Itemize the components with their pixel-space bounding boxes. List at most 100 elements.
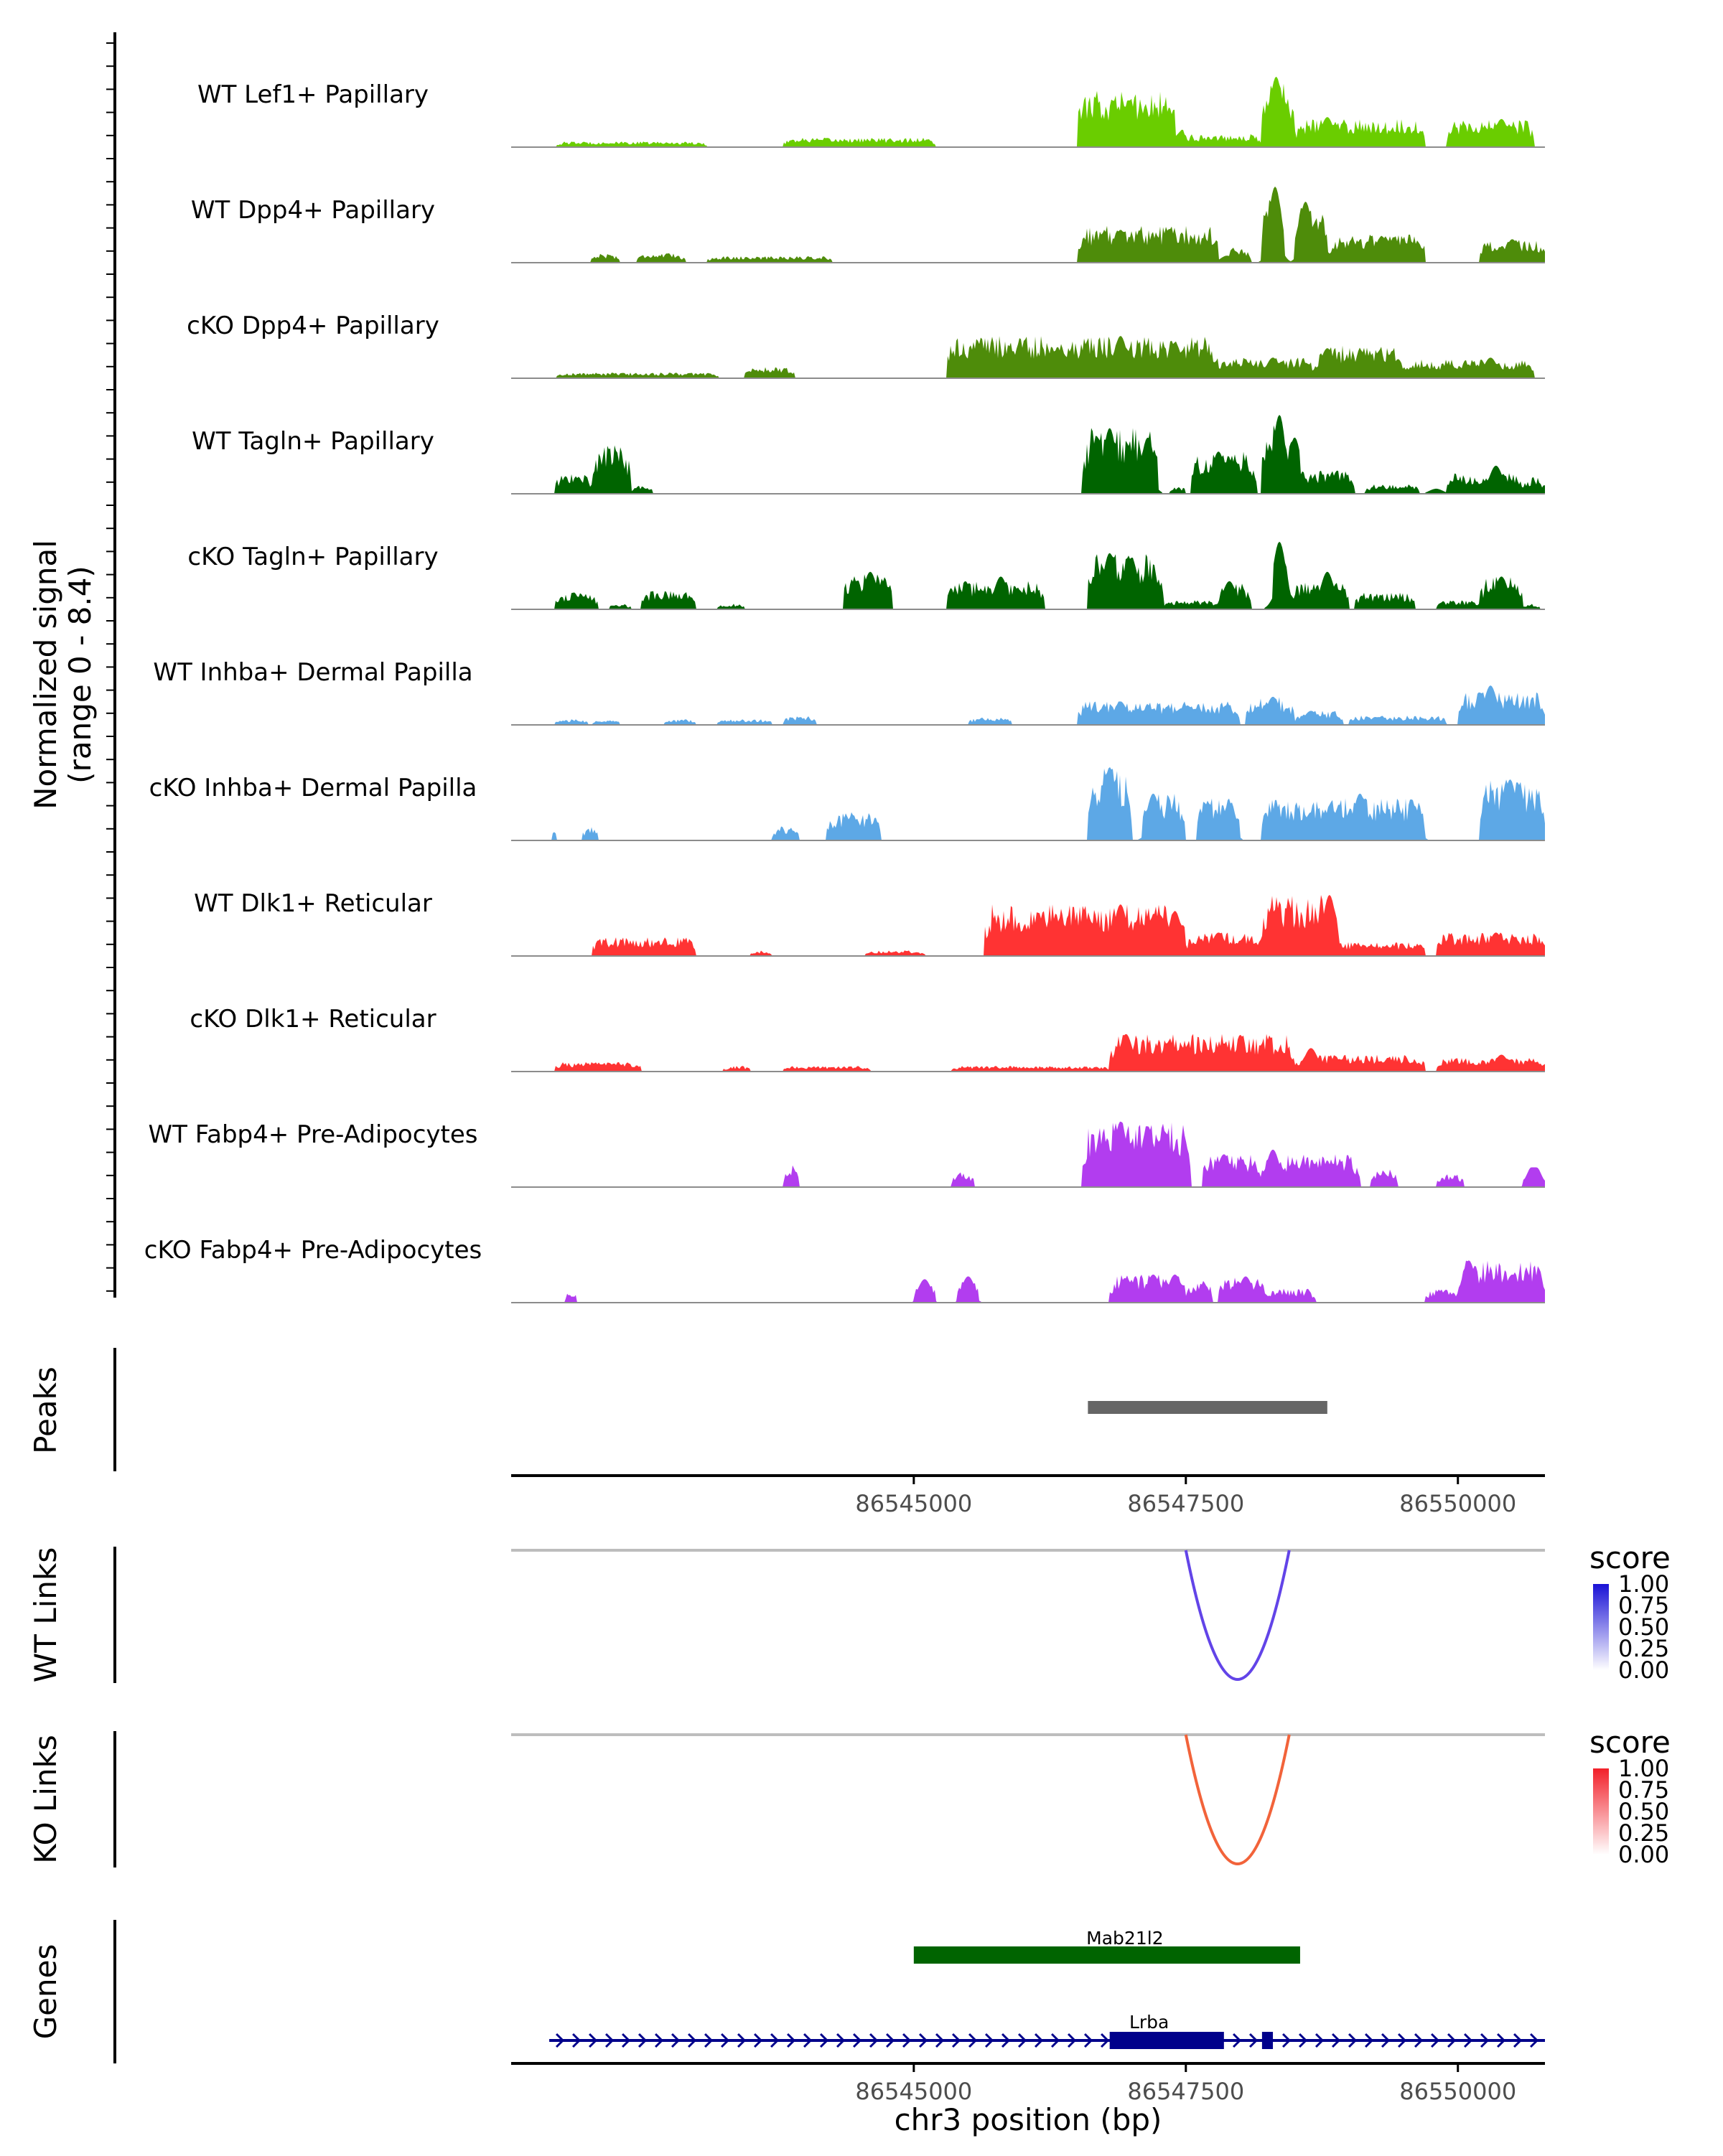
peak-segment [1088,1401,1327,1414]
gene-exon [1261,2032,1274,2049]
coverage-track-8: WT Dlk1+ Reticular [194,889,1545,957]
gene-name: Mab21l2 [1086,1928,1163,1949]
strand-arrow [1281,2033,1292,2048]
strand-arrow [918,2033,928,2048]
legend-colorbar [1593,1768,1609,1855]
strand-arrow [869,2033,879,2048]
strand-arrow [968,2033,978,2048]
link-arc [1184,1734,1291,1865]
strand-arrow [852,2033,862,2048]
strand-arrow [1496,2033,1506,2048]
coverage-area [511,767,1545,840]
gene-name: Lrba [1129,2012,1169,2033]
strand-arrow [1001,2033,1011,2048]
coverage-area [511,186,1545,263]
strand-arrow [935,2033,945,2048]
strand-arrow [770,2033,780,2048]
coverage-area [511,685,1545,725]
track-label: cKO Dpp4+ Papillary [187,311,439,340]
gene-mab21l2: Mab21l2 [913,1928,1300,1964]
x-axis-title: chr3 position (bp) [895,2102,1162,2137]
strand-arrow [1480,2033,1490,2048]
peaks-x-ticks: 86545000 86547500 86550000 [855,1476,1516,1517]
track-label: WT Dpp4+ Papillary [191,196,435,225]
coverage-area [511,76,1545,147]
legend-colorbar [1593,1584,1609,1670]
coverage-tracks: WT Lef1+ Papillary WT Dpp4+ Papillary cKO … [144,76,1545,1303]
strand-arrow [737,2033,747,2048]
legend-label: 0.00 [1618,1656,1669,1684]
x-tick-label: 86545000 [855,1490,972,1517]
genes-panel: Genes Mab21l2 Lrba 86545000 86547500 865500… [28,1920,1545,2137]
legend-label: 0.00 [1618,1841,1669,1868]
strand-arrow [786,2033,796,2048]
strand-arrow [654,2033,664,2048]
gene-lrba: Lrba [549,2012,1545,2049]
track-label: cKO Inhba+ Dermal Papilla [149,774,477,802]
track-label: cKO Dlk1+ Reticular [190,1005,436,1034]
strand-arrow [951,2033,961,2048]
legend-title: score [1589,1540,1671,1575]
peaks-panel: Peaks 86545000 86547500 86550000 [28,1348,1545,1517]
peaks-label: Peaks [28,1367,63,1454]
x-tick-label: 86547500 [1127,1490,1244,1517]
coverage-y-label-range: (range 0 - 8.4) [62,566,98,784]
strand-arrow [1513,2033,1523,2048]
coverage-area [511,1034,1545,1072]
x-tick-label: 86545000 [855,2078,972,2105]
coverage-track-10: WT Fabp4+ Pre-Adipocytes [149,1120,1545,1188]
strand-arrow [1463,2033,1473,2048]
link-arc [1184,1550,1291,1681]
strand-arrow [1248,2033,1259,2048]
coverage-track-7: cKO Inhba+ Dermal Papilla [149,767,1545,841]
track-label: WT Fabp4+ Pre-Adipocytes [149,1120,478,1149]
strand-arrow [1430,2033,1440,2048]
x-tick-label: 86550000 [1399,1490,1516,1517]
legend-label: 0.75 [1618,1592,1669,1619]
coverage-area [511,541,1545,609]
legend-title: score [1589,1725,1671,1760]
coverage-y-ticks [106,42,115,1292]
legend-label: 0.50 [1618,1798,1669,1825]
coverage-area [511,336,1545,378]
coverage-y-label: Normalized signal [28,540,63,810]
legend-label: 1.00 [1618,1755,1669,1782]
gene-exon [1109,2032,1224,2049]
strand-arrow [604,2033,615,2048]
track-label: WT Tagln+ Papillary [192,427,434,456]
strand-arrow [588,2033,598,2048]
strand-arrow [1414,2033,1424,2048]
gene-body [913,1946,1300,1964]
strand-arrow [1331,2033,1341,2048]
coverage-area [511,1260,1545,1303]
strand-arrow [671,2033,681,2048]
track-label: cKO Tagln+ Papillary [187,543,438,571]
strand-arrow [638,2033,648,2048]
coverage-track-4: WT Tagln+ Papillary [192,415,1545,495]
coverage-track-6: WT Inhba+ Dermal Papilla [153,658,1545,726]
strand-arrow [984,2033,994,2048]
coverage-panel: Normalized signal (range 0 - 8.4) WT Lef… [28,32,1545,1303]
x-tick-label: 86550000 [1399,2078,1516,2105]
legend-label: 0.75 [1618,1776,1669,1804]
strand-arrow [885,2033,895,2048]
coverage-area [511,1121,1545,1187]
strand-arrow [1298,2033,1308,2048]
strand-arrow [1050,2033,1060,2048]
coverage-track-1: WT Lef1+ Papillary [197,76,1545,148]
strand-arrow [1348,2033,1358,2048]
strand-arrow [720,2033,730,2048]
strand-arrow [1381,2033,1391,2048]
genes-label: Genes [28,1944,63,2040]
strand-arrow [1017,2033,1027,2048]
track-label: WT Inhba+ Dermal Papilla [153,658,472,687]
strand-arrow [753,2033,763,2048]
legend-label: 0.50 [1618,1613,1669,1641]
track-label: cKO Fabp4+ Pre-Adipocytes [144,1236,482,1265]
legend-label: 0.25 [1618,1635,1669,1662]
coverage-track-11: cKO Fabp4+ Pre-Adipocytes [144,1236,1545,1303]
